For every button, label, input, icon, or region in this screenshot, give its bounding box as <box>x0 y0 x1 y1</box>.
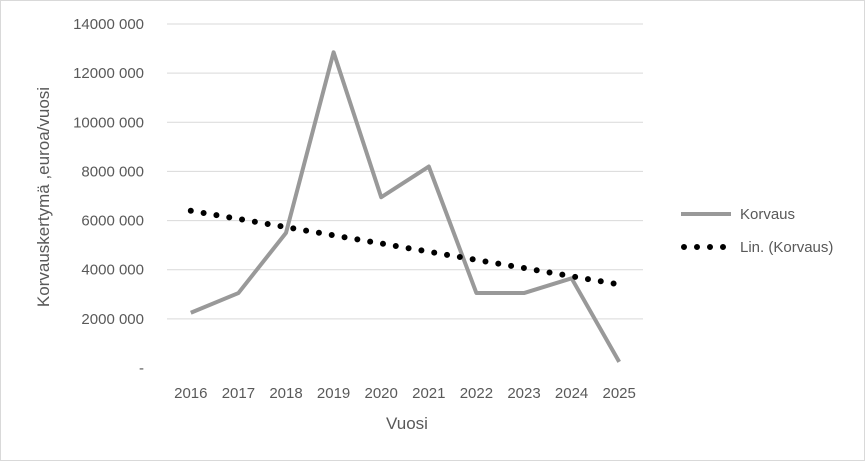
y-tick-label: 14000 000 <box>73 16 144 33</box>
y-tick-label: 8000 000 <box>81 163 144 180</box>
y-tick-label: - <box>139 360 144 377</box>
x-tick-label: 2022 <box>460 385 493 402</box>
y-tick-label: 6000 000 <box>81 213 144 230</box>
y-tick-label: 2000 000 <box>81 311 144 328</box>
y-tick-label: 12000 000 <box>73 65 144 82</box>
x-tick-label: 2016 <box>174 385 207 402</box>
gridlines <box>167 23 643 320</box>
x-tick-label: 2018 <box>269 385 302 402</box>
x-tick-label: 2025 <box>603 385 636 402</box>
x-tick-label: 2024 <box>555 385 588 402</box>
y-tick-labels: - 2000 000 4000 000 6000 000 8000 000 10000 0… <box>73 16 144 377</box>
y-tick-label: 4000 000 <box>81 262 144 279</box>
x-tick-labels: 2016 2017 2018 2019 2020 2021 2022 2023 2024 2025 <box>174 385 636 402</box>
x-axis-title: Vuosi <box>386 414 428 433</box>
x-tick-label: 2021 <box>412 385 445 402</box>
series-line-2 <box>187 207 623 288</box>
legend: Korvaus Lin. (Korvaus) <box>681 206 833 256</box>
x-tick-label: 2020 <box>365 385 398 402</box>
y-axis-title: Korvauskertymä ,euroa/vuosi <box>34 87 53 307</box>
x-tick-label: 2017 <box>222 385 255 402</box>
x-tick-label: 2023 <box>507 385 540 402</box>
series-layer <box>187 50 623 363</box>
y-tick-label: 10000 000 <box>73 114 144 131</box>
x-tick-label: 2019 <box>317 385 350 402</box>
legend-label-2: Lin. (Korvaus) <box>740 239 833 256</box>
legend-label-1: Korvaus <box>740 206 795 223</box>
series-line-1 <box>190 50 621 363</box>
